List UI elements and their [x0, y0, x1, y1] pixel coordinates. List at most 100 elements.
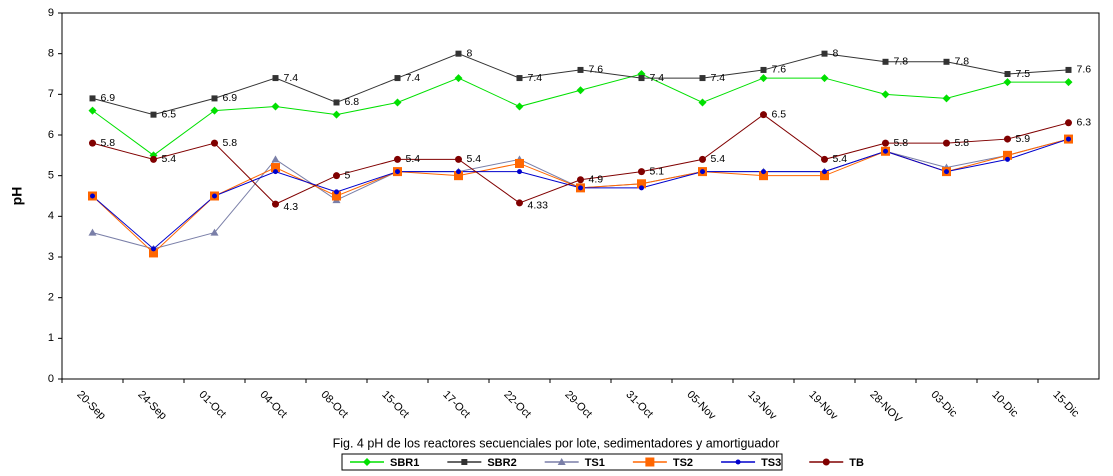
marker: [1064, 78, 1073, 87]
y-tick-label: 4: [48, 210, 54, 222]
marker: [1065, 66, 1072, 73]
marker: [454, 74, 463, 83]
data-label: 5.8: [955, 137, 970, 149]
marker: [645, 457, 655, 467]
x-tick-label: 28-NOV: [867, 389, 904, 426]
x-tick-label: 15-Dic: [1050, 389, 1081, 420]
marker: [700, 169, 705, 175]
marker: [454, 171, 463, 181]
legend-label: TS2: [673, 457, 693, 469]
marker: [1004, 71, 1011, 77]
marker: [271, 155, 280, 163]
data-label: 5.8: [101, 137, 116, 149]
data-label: 4.3: [284, 201, 299, 213]
marker: [333, 99, 340, 106]
x-tick-label: 01-Oct: [196, 389, 228, 421]
marker: [212, 193, 217, 199]
marker: [515, 102, 524, 111]
x-tick-label: 05-Nov: [684, 389, 718, 423]
marker: [272, 75, 279, 82]
data-label: 7.6: [772, 64, 787, 76]
marker: [735, 459, 741, 465]
marker: [1004, 135, 1011, 143]
y-axis-label: pH: [9, 187, 25, 206]
marker: [576, 86, 585, 95]
marker: [332, 110, 341, 119]
marker: [638, 75, 645, 82]
y-tick-label: 1: [48, 332, 54, 344]
marker: [761, 169, 766, 175]
x-tick-label: 03-Dic: [928, 389, 959, 420]
marker: [151, 246, 156, 252]
marker: [578, 185, 583, 191]
marker: [89, 139, 96, 147]
y-tick-label: 6: [48, 129, 54, 141]
x-tick-label: 31-Oct: [623, 389, 655, 421]
marker: [637, 179, 646, 189]
marker: [516, 75, 523, 82]
marker: [272, 200, 279, 208]
x-tick-label: 29-Oct: [562, 389, 594, 421]
x-tick-label: 22-Oct: [501, 389, 533, 421]
marker: [393, 98, 402, 107]
marker: [882, 58, 889, 65]
x-tick-label: 04-Oct: [257, 389, 289, 421]
chart-title: Fig. 4 pH de los reactores secuenciales …: [333, 436, 780, 450]
marker: [820, 74, 829, 83]
data-label: 5.4: [406, 153, 421, 165]
marker: [1003, 78, 1012, 87]
marker: [150, 111, 157, 118]
marker: [699, 75, 706, 82]
y-tick-label: 8: [48, 48, 54, 60]
marker: [822, 458, 830, 466]
data-label: 4.33: [528, 200, 549, 212]
data-label: 5.4: [162, 153, 177, 165]
marker: [455, 50, 462, 57]
data-label: 6.5: [162, 108, 177, 120]
marker: [821, 50, 828, 57]
data-label: 7.6: [589, 64, 604, 76]
marker: [273, 169, 278, 175]
y-tick-label: 2: [48, 292, 54, 304]
data-label: 7.8: [894, 56, 909, 68]
data-label: 6.5: [772, 108, 787, 120]
x-tick-label: 19-Nov: [806, 389, 840, 423]
marker: [942, 94, 951, 103]
marker: [211, 139, 218, 147]
legend-label: TS3: [761, 457, 781, 469]
data-label: 5.9: [1016, 133, 1031, 145]
marker: [1065, 119, 1072, 127]
marker: [394, 155, 401, 163]
marker: [89, 95, 96, 102]
x-tick-label: 15-Oct: [379, 389, 411, 421]
series-line: [92, 53, 1069, 116]
marker: [516, 199, 523, 207]
marker: [759, 171, 768, 181]
data-label: 8: [467, 47, 473, 59]
data-label: 5.4: [711, 153, 726, 165]
marker: [698, 98, 707, 107]
marker: [1066, 136, 1071, 142]
marker: [760, 111, 767, 119]
marker: [456, 169, 461, 175]
data-label: 7.6: [1077, 64, 1092, 76]
marker: [883, 148, 888, 154]
marker: [944, 169, 949, 175]
data-label: 6.8: [345, 96, 360, 108]
marker: [943, 139, 950, 147]
marker: [760, 66, 767, 73]
marker: [150, 155, 157, 163]
x-tick-label: 13-Nov: [745, 389, 779, 423]
y-tick-label: 3: [48, 251, 54, 263]
x-tick-label: 24-Sep: [135, 389, 169, 423]
data-label: 5: [345, 169, 351, 181]
series-line: [92, 138, 1069, 254]
marker: [271, 163, 280, 173]
x-tick-label: 10-Dic: [989, 389, 1020, 420]
y-tick-label: 0: [48, 373, 54, 385]
y-tick-label: 7: [48, 88, 54, 100]
x-tick-label: 17-Oct: [440, 389, 472, 421]
data-label: 6.9: [101, 92, 116, 104]
marker: [210, 106, 219, 115]
